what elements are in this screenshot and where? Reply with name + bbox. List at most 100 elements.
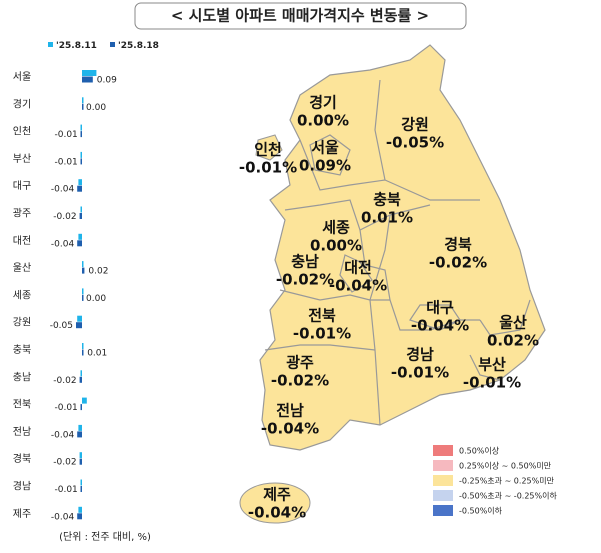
bar bbox=[78, 179, 82, 186]
region-name: 전남 bbox=[276, 402, 304, 420]
map-legend-label: -0.50%이하 bbox=[459, 506, 503, 516]
region-value: 0.09% bbox=[299, 157, 351, 175]
category-label: 경북 bbox=[13, 452, 31, 465]
value-label: -0.01 bbox=[55, 485, 78, 495]
bar bbox=[78, 506, 82, 513]
value-label: 0.00 bbox=[86, 103, 106, 113]
bar bbox=[79, 452, 82, 459]
category-label: 대전 bbox=[13, 235, 31, 247]
region-value: 0.01% bbox=[361, 209, 413, 227]
legend-label: '25.8.18 bbox=[118, 41, 159, 51]
value-label: -0.02 bbox=[53, 458, 76, 468]
category-label: 강원 bbox=[13, 317, 31, 329]
bar bbox=[82, 349, 84, 356]
category-label: 전북 bbox=[13, 399, 31, 411]
region-name: 경기 bbox=[309, 94, 337, 112]
legend-swatch bbox=[110, 42, 115, 47]
region-value: -0.02% bbox=[271, 372, 329, 390]
bar bbox=[82, 103, 84, 110]
region-name: 경남 bbox=[406, 346, 434, 364]
bar bbox=[80, 151, 82, 158]
bar bbox=[80, 124, 82, 131]
bar bbox=[80, 370, 82, 377]
category-label: 경남 bbox=[13, 480, 31, 493]
category-label: 제주 bbox=[13, 508, 31, 520]
map-legend-swatch bbox=[433, 445, 453, 456]
bar bbox=[77, 240, 82, 247]
region-value: 0.02% bbox=[487, 332, 539, 350]
bar bbox=[80, 486, 82, 492]
region-name: 충북 bbox=[373, 191, 401, 209]
region-name: 전북 bbox=[308, 307, 336, 325]
region-value: -0.01% bbox=[463, 374, 521, 392]
legend-label: '25.8.11 bbox=[56, 41, 97, 51]
category-label: 대구 bbox=[13, 180, 31, 192]
value-label: -0.01 bbox=[55, 403, 78, 413]
bar bbox=[82, 261, 84, 268]
bar bbox=[82, 70, 97, 76]
bar bbox=[82, 288, 84, 295]
region-value: -0.04% bbox=[261, 420, 319, 438]
bar bbox=[77, 185, 82, 192]
map-legend-label: -0.50%초과 ~ -0.25%이하 bbox=[459, 491, 557, 501]
bar bbox=[77, 431, 82, 438]
value-label: -0.02 bbox=[53, 212, 76, 222]
category-label: 울산 bbox=[13, 262, 31, 274]
jeju-island bbox=[239, 482, 311, 524]
map-legend-swatch bbox=[433, 475, 453, 486]
region-value: -0.04% bbox=[329, 277, 387, 295]
unit-note: (단위 : 전주 대비, %) bbox=[59, 530, 151, 543]
borders bbox=[264, 79, 531, 426]
value-label: -0.01 bbox=[55, 157, 78, 167]
region-value: -0.04% bbox=[411, 317, 469, 335]
bar bbox=[80, 131, 82, 138]
map-legend-swatch bbox=[433, 460, 453, 471]
region-name: 대구 bbox=[426, 299, 454, 317]
region-name: 부산 bbox=[478, 356, 506, 374]
bar bbox=[82, 76, 93, 83]
map-legend-label: 0.50%이상 bbox=[459, 446, 500, 456]
bar bbox=[82, 397, 87, 404]
category-label: 세종 bbox=[13, 289, 31, 301]
bar bbox=[77, 513, 82, 520]
value-label: 0.02 bbox=[88, 267, 108, 277]
region-value: -0.04% bbox=[248, 504, 306, 522]
value-label: -0.05 bbox=[50, 321, 73, 331]
region-name: 울산 bbox=[499, 314, 527, 332]
value-label: 0.00 bbox=[86, 294, 106, 304]
bar bbox=[82, 97, 84, 104]
region-value: -0.02% bbox=[276, 271, 334, 289]
region-value: -0.01% bbox=[391, 364, 449, 382]
map-legend-swatch bbox=[433, 490, 453, 501]
map bbox=[239, 44, 546, 524]
bar bbox=[78, 233, 82, 240]
category-label: 인천 bbox=[13, 126, 31, 138]
region-value: 0.00% bbox=[297, 112, 349, 130]
title: < 시도별 아파트 매매가격지수 변동률 > bbox=[171, 7, 429, 25]
region-name: 인천 bbox=[254, 141, 282, 159]
region-name: 세종 bbox=[322, 219, 350, 237]
value-label: -0.04 bbox=[51, 430, 75, 440]
region-name: 충남 bbox=[291, 253, 319, 271]
value-label: -0.02 bbox=[53, 376, 76, 386]
value-label: 0.09 bbox=[97, 76, 117, 86]
category-label: 충북 bbox=[13, 344, 31, 356]
region-name: 서울 bbox=[311, 139, 339, 157]
bar bbox=[79, 376, 82, 383]
bar bbox=[78, 424, 82, 431]
bar bbox=[82, 294, 84, 301]
map-legend-swatch bbox=[433, 505, 453, 516]
category-label: 전남 bbox=[13, 426, 31, 438]
bar bbox=[80, 206, 82, 213]
category-label: 광주 bbox=[13, 208, 31, 220]
bar bbox=[77, 315, 82, 322]
legend-swatch bbox=[48, 42, 53, 47]
category-label: 경기 bbox=[13, 97, 31, 110]
bar bbox=[80, 479, 82, 486]
incheon-island bbox=[255, 134, 283, 161]
value-label: -0.04 bbox=[51, 512, 75, 522]
bar bbox=[80, 404, 82, 411]
map-legend-label: -0.25%초과 ~ 0.25%미만 bbox=[459, 477, 555, 486]
value-label: -0.04 bbox=[51, 239, 75, 249]
